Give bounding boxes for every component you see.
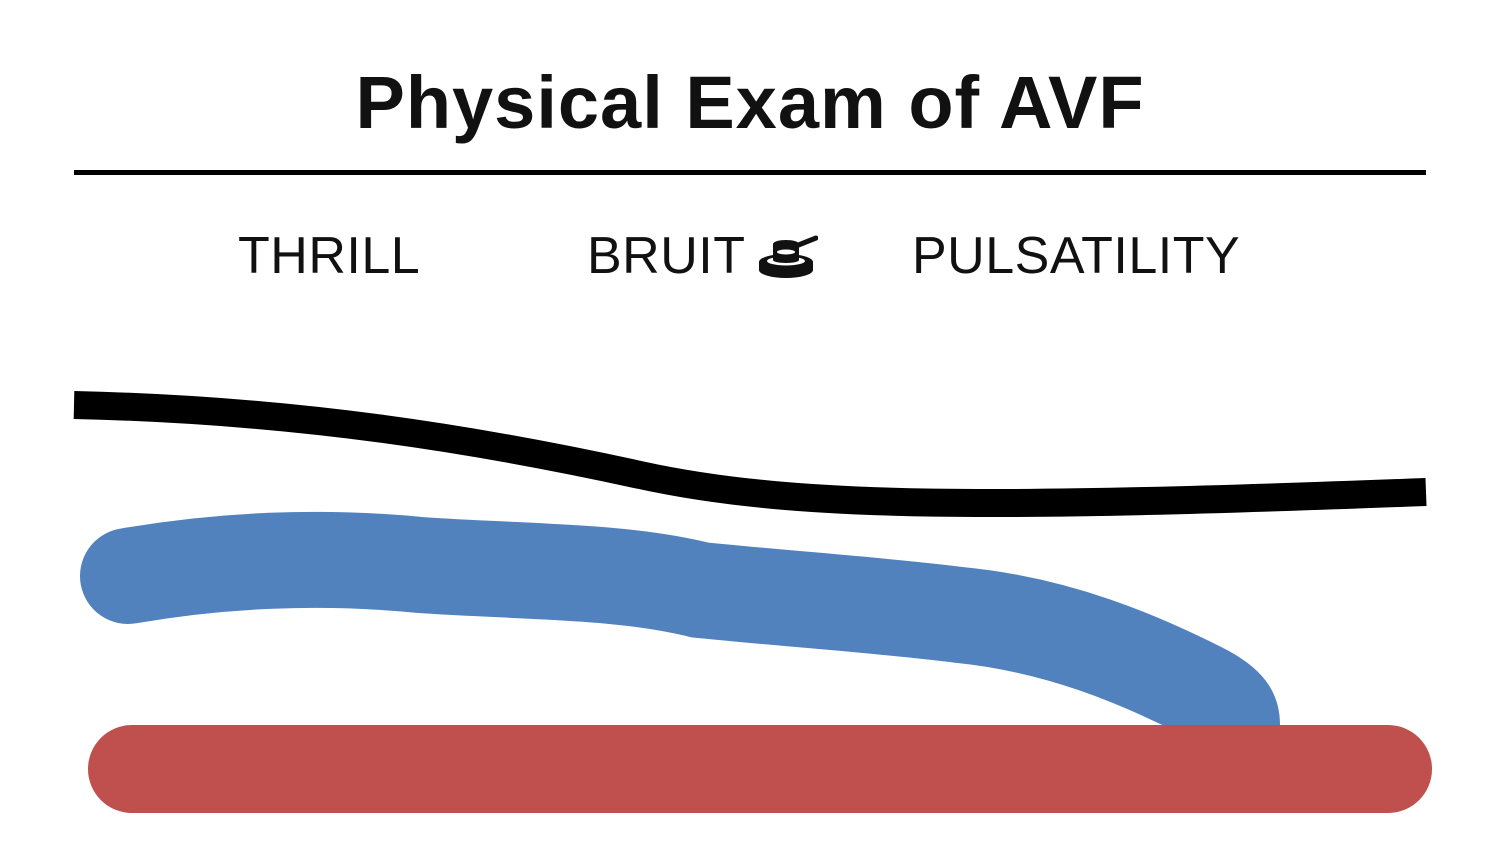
label-bruit: BRUIT — [587, 227, 746, 285]
slide-title: Physical Exam of AVF — [355, 61, 1145, 144]
title-underline — [74, 170, 1426, 175]
skin-line — [73, 391, 1427, 518]
label-thrill: THRILL — [238, 227, 421, 285]
stethoscope-icon — [758, 235, 818, 278]
fistula-vein — [80, 511, 1280, 773]
label-bruit-group: BRUIT — [587, 224, 818, 288]
label-pulsatility: PULSATILITY — [912, 227, 1241, 285]
